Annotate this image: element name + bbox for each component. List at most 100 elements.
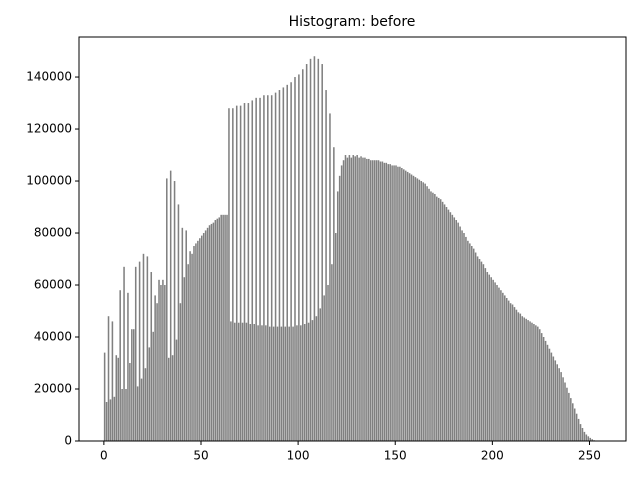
bar [313, 56, 316, 441]
bar [587, 436, 590, 441]
bar [292, 326, 294, 441]
bar [131, 329, 133, 441]
bar [507, 300, 510, 441]
bar [408, 173, 411, 442]
bar [232, 108, 234, 442]
bar [558, 368, 560, 441]
chart-title: Histogram: before [289, 14, 416, 30]
bar [397, 166, 399, 441]
bar [136, 386, 139, 441]
bar [527, 320, 529, 441]
bar [550, 352, 553, 441]
y-tick-label: 40000 [34, 330, 72, 344]
bar [272, 326, 275, 441]
bar [127, 292, 129, 441]
bar [373, 160, 376, 442]
bar [356, 155, 358, 441]
bar [270, 95, 273, 441]
bar [243, 103, 246, 442]
bar [224, 214, 226, 441]
bar [234, 322, 236, 441]
bar [426, 186, 428, 441]
bar [134, 266, 137, 441]
x-tick-label: 150 [384, 449, 407, 463]
bar [245, 322, 248, 441]
bar [412, 175, 415, 442]
bar [294, 77, 296, 441]
bar [577, 418, 580, 441]
bar [259, 97, 261, 441]
bar [455, 220, 457, 441]
bar [542, 337, 545, 441]
x-tick-label: 250 [578, 449, 601, 463]
bar [133, 329, 135, 441]
bar [247, 103, 250, 442]
bar [441, 201, 444, 441]
bar [200, 235, 203, 441]
bar [268, 326, 271, 441]
axes-frame [78, 36, 627, 442]
bar [399, 166, 401, 441]
bar [428, 188, 430, 441]
bar [566, 387, 568, 441]
bar [175, 339, 178, 441]
bar [210, 223, 213, 441]
bar [123, 266, 125, 441]
bar [216, 218, 219, 441]
bar [212, 222, 215, 441]
bar [494, 282, 496, 441]
bar [562, 377, 564, 441]
y-tick-label: 0 [64, 434, 72, 448]
bar [418, 179, 421, 441]
bar [111, 321, 114, 441]
bar [476, 256, 479, 441]
bar [546, 344, 549, 441]
bar [533, 324, 535, 441]
bar [453, 217, 456, 441]
bar [267, 95, 269, 441]
bar [140, 378, 143, 441]
bar [350, 157, 353, 441]
bar [459, 226, 461, 441]
bar [364, 157, 366, 441]
bar [381, 161, 384, 442]
bar [288, 326, 290, 441]
bar [570, 398, 572, 441]
bar [482, 264, 485, 441]
bar [422, 182, 424, 441]
bar [511, 304, 514, 441]
bar [579, 424, 582, 441]
bar [315, 316, 318, 441]
bar [103, 352, 106, 441]
bar [469, 243, 471, 441]
bar [525, 318, 527, 441]
bar [323, 295, 325, 441]
bar [560, 372, 562, 441]
bar [535, 325, 537, 441]
bar [540, 333, 543, 441]
bar [513, 307, 516, 441]
bar [309, 58, 312, 442]
bar [185, 230, 187, 441]
bar [342, 160, 345, 442]
bar [465, 236, 467, 441]
bar [160, 285, 162, 441]
bar [195, 243, 197, 441]
bar [208, 225, 211, 441]
bar [447, 209, 450, 441]
bar [505, 298, 508, 441]
bar [280, 326, 283, 441]
bar [449, 212, 452, 441]
bar [197, 240, 199, 441]
bar [177, 204, 180, 441]
y-tick-label: 20000 [34, 382, 72, 396]
bar [303, 324, 306, 441]
bar [467, 240, 469, 441]
bar [156, 303, 158, 441]
bar [470, 246, 473, 441]
bar [529, 321, 531, 441]
bar [571, 403, 574, 441]
bar [193, 246, 195, 441]
bar [189, 251, 191, 441]
bar [286, 84, 288, 441]
